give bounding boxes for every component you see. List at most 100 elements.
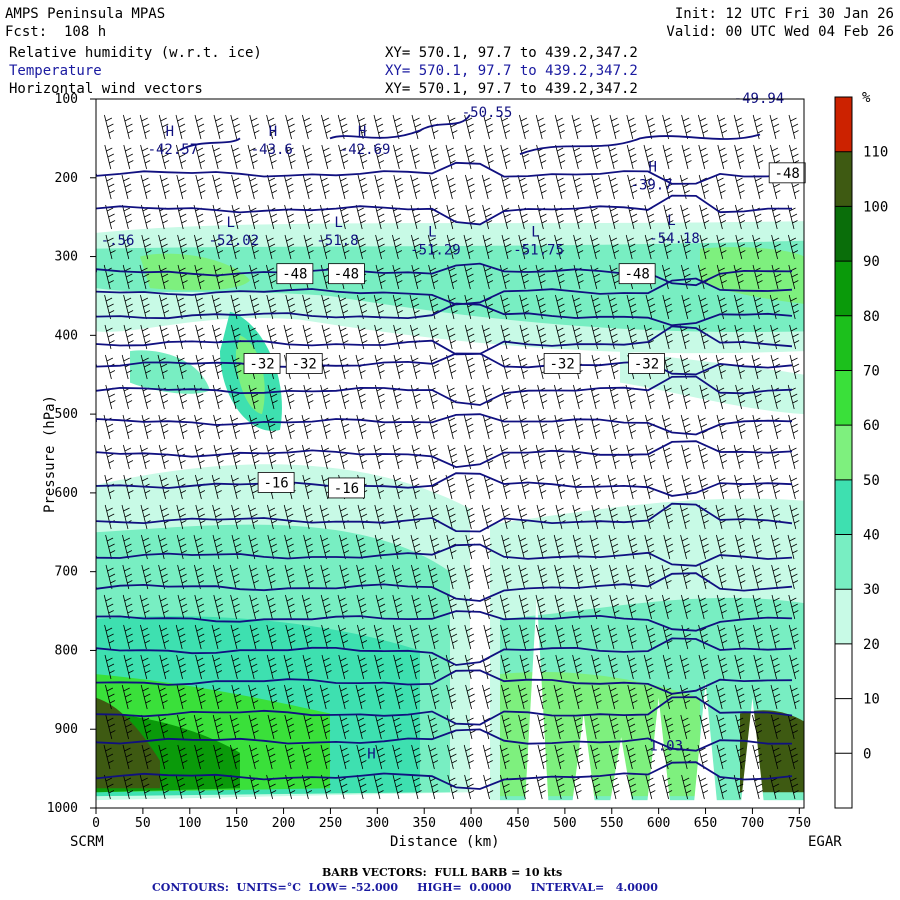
wind-barb	[410, 504, 421, 530]
wind-barb	[771, 744, 782, 770]
wind-barb	[519, 114, 530, 140]
wind-barb	[645, 744, 656, 770]
wind-barb	[266, 264, 277, 290]
wind-barb	[589, 534, 600, 560]
wind-barb	[123, 294, 134, 320]
wind-barb	[176, 684, 187, 710]
colorbar-label: 20	[863, 637, 880, 653]
wind-barb	[175, 294, 186, 320]
colorbar-segment	[835, 534, 852, 590]
colorbar-label: 10	[863, 692, 880, 708]
wind-barb	[536, 624, 547, 650]
wind-barb	[769, 624, 780, 650]
wind-barb	[231, 504, 242, 530]
wind-barb	[519, 444, 530, 470]
wind-barb	[393, 654, 404, 680]
y-tick-label: 300	[55, 250, 78, 265]
wind-barb	[590, 444, 601, 470]
extremum-marker: H	[269, 124, 277, 140]
wind-barb	[751, 534, 762, 560]
wind-barb	[158, 594, 169, 620]
colorbar-segment	[835, 151, 852, 207]
y-tick-label: 100	[55, 92, 78, 107]
wind-barb	[211, 144, 222, 170]
wind-barb	[662, 474, 673, 500]
wind-barb	[392, 444, 403, 470]
wind-barb	[428, 264, 439, 290]
wind-barb	[321, 654, 332, 680]
wind-barb	[428, 414, 439, 440]
wind-barb	[734, 294, 745, 320]
wind-barb	[212, 174, 223, 200]
x-tick-label: 0	[92, 816, 100, 831]
wind-barb	[428, 624, 439, 650]
wind-barb	[680, 354, 691, 380]
wind-barb	[411, 414, 422, 440]
wind-barb	[734, 144, 745, 170]
wind-barb	[409, 624, 420, 650]
field-label-temperature: Temperature	[9, 63, 102, 79]
extremum-value: -43.6	[251, 142, 293, 158]
wind-barb	[139, 114, 150, 140]
wind-barb	[446, 234, 457, 260]
wind-barb	[697, 264, 708, 290]
wind-barb	[501, 234, 512, 260]
model-title: AMPS Peninsula MPAS	[5, 6, 166, 22]
wind-barb	[338, 354, 349, 380]
wind-barb	[482, 714, 493, 740]
colorbar-segment	[835, 753, 852, 808]
wind-barb	[663, 534, 674, 560]
wind-barb	[321, 144, 332, 170]
wind-barb	[535, 594, 546, 620]
colorbar-label: 70	[863, 363, 880, 379]
wind-barb	[518, 594, 529, 620]
wind-barb	[770, 684, 781, 710]
contour-label-box	[328, 477, 365, 499]
extremum-value: -51.8	[316, 233, 358, 249]
wind-barb	[680, 714, 691, 740]
field-label-rh: Relative humidity (w.r.t. ice)	[9, 45, 262, 61]
wind-barb	[230, 444, 241, 470]
wind-barb	[141, 384, 152, 410]
wind-barb	[483, 624, 494, 650]
temperature-contour	[96, 572, 793, 602]
wind-barb	[789, 684, 800, 710]
wind-barb	[537, 384, 548, 410]
wind-barb	[427, 384, 438, 410]
wind-barb	[302, 774, 313, 800]
wind-barb	[248, 534, 259, 560]
wind-barb	[608, 654, 619, 680]
wind-barb	[463, 414, 474, 440]
wind-barb	[572, 504, 583, 530]
contour-legend: CONTOURS: UNITS=°C LOW= -52.000 HIGH= 0.…	[152, 881, 658, 894]
wind-barb	[482, 234, 493, 260]
wind-barb	[105, 684, 116, 710]
wind-barb	[482, 684, 493, 710]
wind-barb	[770, 504, 781, 530]
x-tick-label: 250	[319, 816, 342, 831]
wind-barb	[697, 414, 708, 440]
wind-barb	[554, 444, 565, 470]
wind-barb	[519, 474, 530, 500]
wind-barb	[393, 144, 404, 170]
wind-barb	[627, 534, 638, 560]
wind-barb	[267, 684, 278, 710]
wind-barb	[483, 264, 494, 290]
wind-barb	[735, 564, 746, 590]
wind-barb	[374, 174, 385, 200]
wind-barb	[105, 714, 116, 740]
wind-barb	[194, 624, 205, 650]
wind-barb	[211, 624, 222, 650]
wind-barb	[230, 474, 241, 500]
wind-barb	[104, 624, 115, 650]
wind-barb	[463, 234, 474, 260]
wind-barb	[320, 534, 331, 560]
wind-barb	[645, 414, 656, 440]
y-tick-label: 600	[55, 486, 78, 501]
wind-barb	[662, 294, 673, 320]
contour-label-box	[257, 472, 295, 493]
wind-barb	[715, 174, 726, 200]
wind-barb	[734, 174, 745, 200]
wind-barb	[481, 324, 492, 350]
x-tick-label: 400	[459, 816, 482, 831]
